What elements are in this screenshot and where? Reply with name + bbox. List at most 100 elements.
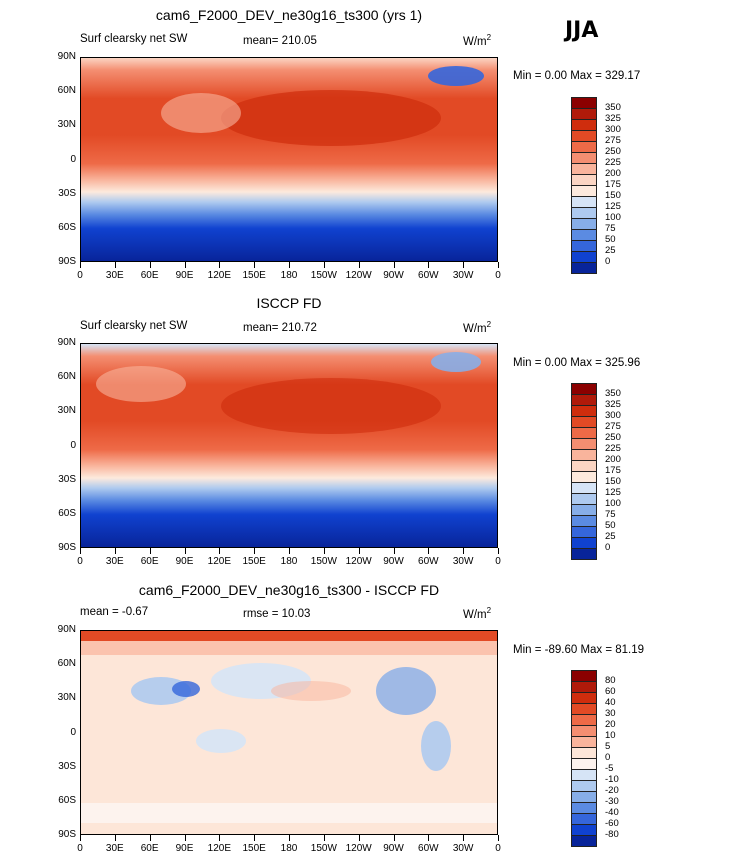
colorbar-tick-label: 75 bbox=[605, 509, 616, 520]
longitude-label: 120E bbox=[207, 843, 231, 854]
latitude-label: 30N bbox=[57, 119, 76, 131]
longitude-tick bbox=[323, 835, 325, 841]
longitude-tick bbox=[114, 262, 116, 268]
colorbar-tick-label: 175 bbox=[605, 465, 621, 476]
longitude-tick bbox=[358, 835, 360, 841]
longitude-tick bbox=[254, 835, 256, 841]
longitude-label: 120W bbox=[345, 556, 372, 567]
longitude-tick bbox=[80, 835, 81, 841]
longitude-tick bbox=[149, 835, 151, 841]
longitude-tick bbox=[289, 548, 290, 554]
longitude-label: 90E bbox=[175, 843, 194, 854]
latitude-label: 30S bbox=[58, 760, 76, 772]
colorbar-tick-label: 200 bbox=[605, 168, 621, 179]
latitude-label: 60N bbox=[57, 371, 76, 383]
longitude-tick bbox=[428, 835, 430, 841]
latitude-label: 0 bbox=[70, 439, 76, 451]
season-label: JJA bbox=[565, 18, 599, 43]
longitude-tick bbox=[149, 548, 151, 554]
longitude-tick bbox=[393, 835, 395, 841]
longitude-label: 150E bbox=[242, 843, 266, 854]
colorbar-tick-label: 40 bbox=[605, 697, 616, 708]
latitude-label: 60N bbox=[57, 658, 76, 670]
longitude-tick bbox=[80, 548, 81, 554]
longitude-label: 90W bbox=[383, 270, 404, 281]
colorbar-tick-label: 25 bbox=[605, 245, 616, 256]
longitude-label: 180 bbox=[280, 556, 298, 567]
longitude-label: 30W bbox=[452, 270, 474, 281]
longitude-tick bbox=[254, 548, 256, 554]
longitude-label: 0 bbox=[495, 556, 501, 567]
longitude-label: 30E bbox=[105, 556, 124, 567]
longitude-tick bbox=[219, 835, 221, 841]
map-plot bbox=[80, 630, 498, 835]
mean-label: mean= 210.05 bbox=[243, 35, 317, 47]
longitude-tick bbox=[184, 548, 186, 554]
longitude-tick bbox=[393, 548, 395, 554]
colorbar-tick-label: 325 bbox=[605, 399, 621, 410]
latitude-label: 30N bbox=[57, 692, 76, 704]
longitude-label: 150E bbox=[242, 270, 266, 281]
longitude-tick bbox=[463, 548, 465, 554]
colorbar-tick-label: 125 bbox=[605, 201, 621, 212]
longitude-label: 0 bbox=[77, 843, 83, 854]
longitude-label: 60W bbox=[418, 556, 439, 567]
longitude-tick bbox=[393, 262, 395, 268]
longitude-label: 90E bbox=[175, 556, 194, 567]
longitude-label: 30E bbox=[105, 270, 124, 281]
longitude-label: 0 bbox=[77, 556, 83, 567]
longitude-tick bbox=[114, 548, 116, 554]
units-label: W/m2 bbox=[463, 320, 492, 335]
longitude-label: 120W bbox=[345, 843, 372, 854]
longitude-tick bbox=[219, 262, 221, 268]
map-field bbox=[81, 344, 497, 547]
longitude-tick bbox=[358, 262, 360, 268]
colorbar-tick-label: -60 bbox=[605, 818, 619, 829]
longitude-tick bbox=[289, 835, 290, 841]
longitude-label: 120W bbox=[345, 270, 372, 281]
colorbar-tick-label: 60 bbox=[605, 686, 616, 697]
colorbar-tick-label: 150 bbox=[605, 190, 621, 201]
map-plot bbox=[80, 343, 498, 548]
panel-title: ISCCP FD bbox=[256, 295, 322, 311]
latitude-label: 90N bbox=[57, 51, 76, 62]
colorbar-swatch bbox=[571, 548, 597, 560]
latitude-label: 30N bbox=[57, 405, 76, 417]
minmax-label: Min = 0.00 Max = 329.17 bbox=[513, 70, 641, 82]
longitude-label: 180 bbox=[280, 270, 298, 281]
longitude-label: 150W bbox=[310, 843, 337, 854]
longitude-label: 150W bbox=[310, 270, 337, 281]
panel-title: cam6_F2000_DEV_ne30g16_ts300 - ISCCP FD bbox=[138, 582, 440, 598]
longitude-label: 180 bbox=[280, 843, 298, 854]
colorbar-tick-label: -40 bbox=[605, 807, 619, 818]
colorbar-tick-label: 300 bbox=[605, 410, 621, 421]
longitude-tick bbox=[254, 262, 256, 268]
colorbar-tick-label: 250 bbox=[605, 432, 621, 443]
colorbar-tick-label: 10 bbox=[605, 730, 616, 741]
colorbar-tick-label: 200 bbox=[605, 454, 621, 465]
longitude-tick bbox=[463, 262, 465, 268]
longitude-label: 90W bbox=[383, 843, 404, 854]
latitude-label: 0 bbox=[70, 153, 76, 165]
colorbar-tick-label: 75 bbox=[605, 223, 616, 234]
latitude-label: 60S bbox=[58, 794, 76, 806]
longitude-tick bbox=[428, 262, 430, 268]
longitude-label: 150E bbox=[242, 556, 266, 567]
longitude-label: 60E bbox=[140, 843, 159, 854]
colorbar-tick-label: 50 bbox=[605, 520, 616, 531]
colorbar-tick-label: 125 bbox=[605, 487, 621, 498]
units-label: W/m2 bbox=[463, 606, 492, 621]
colorbar-tick-label: 225 bbox=[605, 443, 621, 454]
longitude-tick bbox=[80, 262, 81, 268]
longitude-tick bbox=[289, 262, 290, 268]
mean-label: mean = -0.67 bbox=[80, 606, 149, 618]
colorbar-tick-label: 350 bbox=[605, 102, 621, 113]
longitude-label: 150W bbox=[310, 556, 337, 567]
map-field bbox=[81, 58, 497, 261]
latitude-label: 30S bbox=[58, 473, 76, 485]
colorbar-tick-label: 25 bbox=[605, 531, 616, 542]
latitude-label: 90N bbox=[57, 624, 76, 635]
colorbar-tick-label: 0 bbox=[605, 542, 611, 553]
colorbar-tick-label: 30 bbox=[605, 708, 616, 719]
minmax-label: Min = 0.00 Max = 325.96 bbox=[513, 357, 641, 369]
